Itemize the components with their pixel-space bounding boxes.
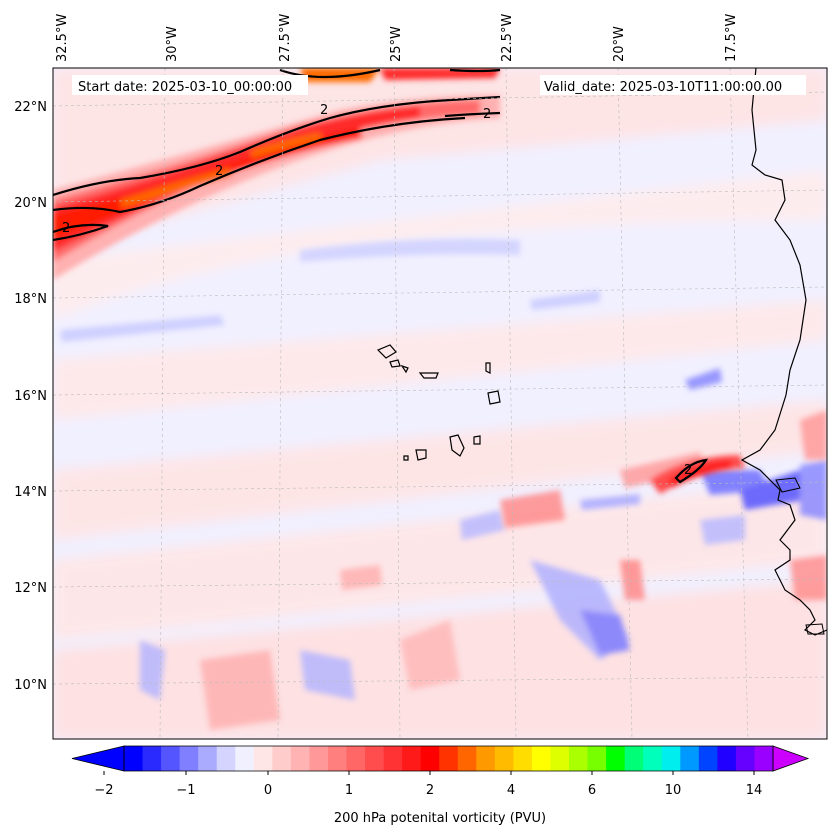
- contour-label: 2: [320, 103, 328, 118]
- valid-date-label: Valid_date: 2025-03-10T11:00:00.00: [544, 80, 782, 95]
- lat-label: 10°N: [14, 678, 47, 693]
- lon-label: 20°W: [612, 26, 627, 62]
- colorbar-title: 200 hPa potenital vorticity (PVU): [334, 811, 546, 826]
- colorbar-segment: [624, 746, 644, 771]
- colorbar-tick-label: 2: [426, 783, 434, 798]
- colorbar-segment: [513, 746, 533, 771]
- colorbar-segment: [253, 746, 273, 771]
- colorbar-segment: [698, 746, 718, 771]
- colorbar: [71, 745, 810, 775]
- colorbar-segment: [290, 746, 310, 771]
- colorbar-segment: [457, 746, 477, 771]
- colorbar-segment: [661, 746, 681, 771]
- valid-date-box: [540, 75, 806, 95]
- colorbar-segment: [420, 746, 440, 771]
- map-frame: [52, 67, 828, 740]
- colorbar-tick-label: 14: [746, 783, 763, 798]
- colorbar-segment: [179, 746, 199, 771]
- colorbar-tick-label: 4: [507, 783, 515, 798]
- contour-label: 2: [684, 463, 692, 478]
- colorbar-segment: [606, 746, 626, 771]
- lat-label: 14°N: [14, 485, 47, 500]
- start-date-label: Start date: 2025-03-10_00:00:00: [78, 80, 292, 95]
- colorbar-segment: [235, 746, 255, 771]
- colorbar-tick-label: 6: [588, 783, 596, 798]
- colorbar-segment: [587, 746, 607, 771]
- colorbar-segment: [198, 746, 218, 771]
- lon-label: 27.5°W: [278, 14, 293, 62]
- colorbar-extend-under: [71, 745, 125, 772]
- lon-label: 32.5°W: [55, 14, 70, 62]
- colorbar-segment: [476, 746, 496, 771]
- lat-label: 20°N: [14, 196, 47, 211]
- colorbar-tick-label: 1: [345, 783, 353, 798]
- colorbar-frame: [123, 745, 774, 772]
- colorbar-segment: [327, 746, 348, 771]
- colorbar-segment: [550, 746, 570, 771]
- contour-label: 2: [62, 221, 70, 236]
- lat-label: 12°N: [14, 581, 47, 596]
- cape-verde-islands: [376, 344, 501, 461]
- lat-label: 16°N: [14, 389, 47, 404]
- colorbar-segment: [569, 746, 589, 771]
- colorbar-segment: [494, 746, 514, 771]
- colorbar-segment: [680, 746, 700, 771]
- lon-label: 25°W: [389, 26, 404, 62]
- colorbar-segment: [346, 746, 366, 771]
- colorbar-segment: [216, 746, 236, 771]
- colorbar-ticks: −2 −1 0 1 2 4 6 10 14: [94, 783, 762, 798]
- lat-label: 18°N: [14, 292, 47, 307]
- start-date-box: [72, 75, 308, 95]
- colorbar-segment: [365, 746, 385, 771]
- contour-label: 2: [215, 164, 223, 179]
- colorbar-segment: [272, 746, 292, 771]
- lat-label: 22°N: [14, 100, 47, 115]
- colorbar-segment: [402, 746, 422, 771]
- colorbar-segment: [717, 746, 737, 771]
- colorbar-tick-label: 0: [264, 783, 272, 798]
- colorbar-segment: [309, 746, 329, 771]
- colorbar-tick-label: −1: [176, 783, 195, 798]
- colorbar-segment: [124, 746, 144, 771]
- colorbar-segment: [531, 746, 551, 771]
- colorbar-tick-label: 10: [665, 783, 682, 798]
- colorbar-segment: [643, 746, 663, 771]
- colorbar-segment: [383, 746, 403, 771]
- colorbar-segment: [439, 746, 459, 771]
- colorbar-segment: [142, 746, 162, 771]
- colorbar-segment: [735, 746, 755, 771]
- lon-label: 17.5°W: [724, 14, 739, 62]
- contour-label: 2: [483, 107, 491, 122]
- coastline: [740, 68, 827, 636]
- lon-label: 30°W: [165, 26, 180, 62]
- colorbar-segment: [754, 746, 774, 771]
- pv-field: 2 2 2 2 2: [53, 68, 827, 739]
- colorbar-segment: [161, 746, 181, 771]
- colorbar-extend-over: [772, 745, 810, 772]
- lon-label: 22.5°W: [500, 14, 515, 62]
- colorbar-tick-label: −2: [94, 783, 113, 798]
